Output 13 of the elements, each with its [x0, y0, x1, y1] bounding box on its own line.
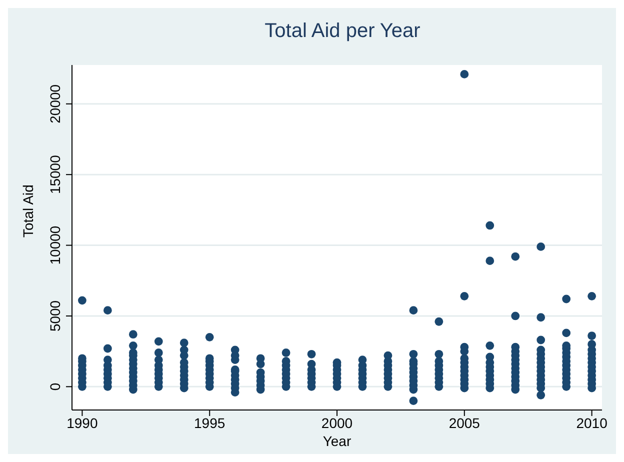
y-tick-label: 20000	[47, 84, 63, 124]
x-tick-label: 2000	[321, 414, 353, 431]
x-tick-label: 2005	[448, 414, 480, 431]
x-tick-label: 2010	[576, 414, 608, 431]
y-tick-label: 10000	[47, 226, 63, 265]
y-tick-label: 5000	[47, 300, 63, 332]
y-tick-label: 0	[47, 382, 63, 391]
x-axis-title: Year	[322, 433, 352, 449]
x-tick-label: 1990	[66, 414, 98, 431]
y-axis-title: Total Aid	[20, 184, 36, 238]
chart-title: Total Aid per Year	[264, 20, 422, 43]
y-tick-label: 15000	[47, 154, 63, 194]
x-tick-label: 1995	[194, 414, 226, 431]
